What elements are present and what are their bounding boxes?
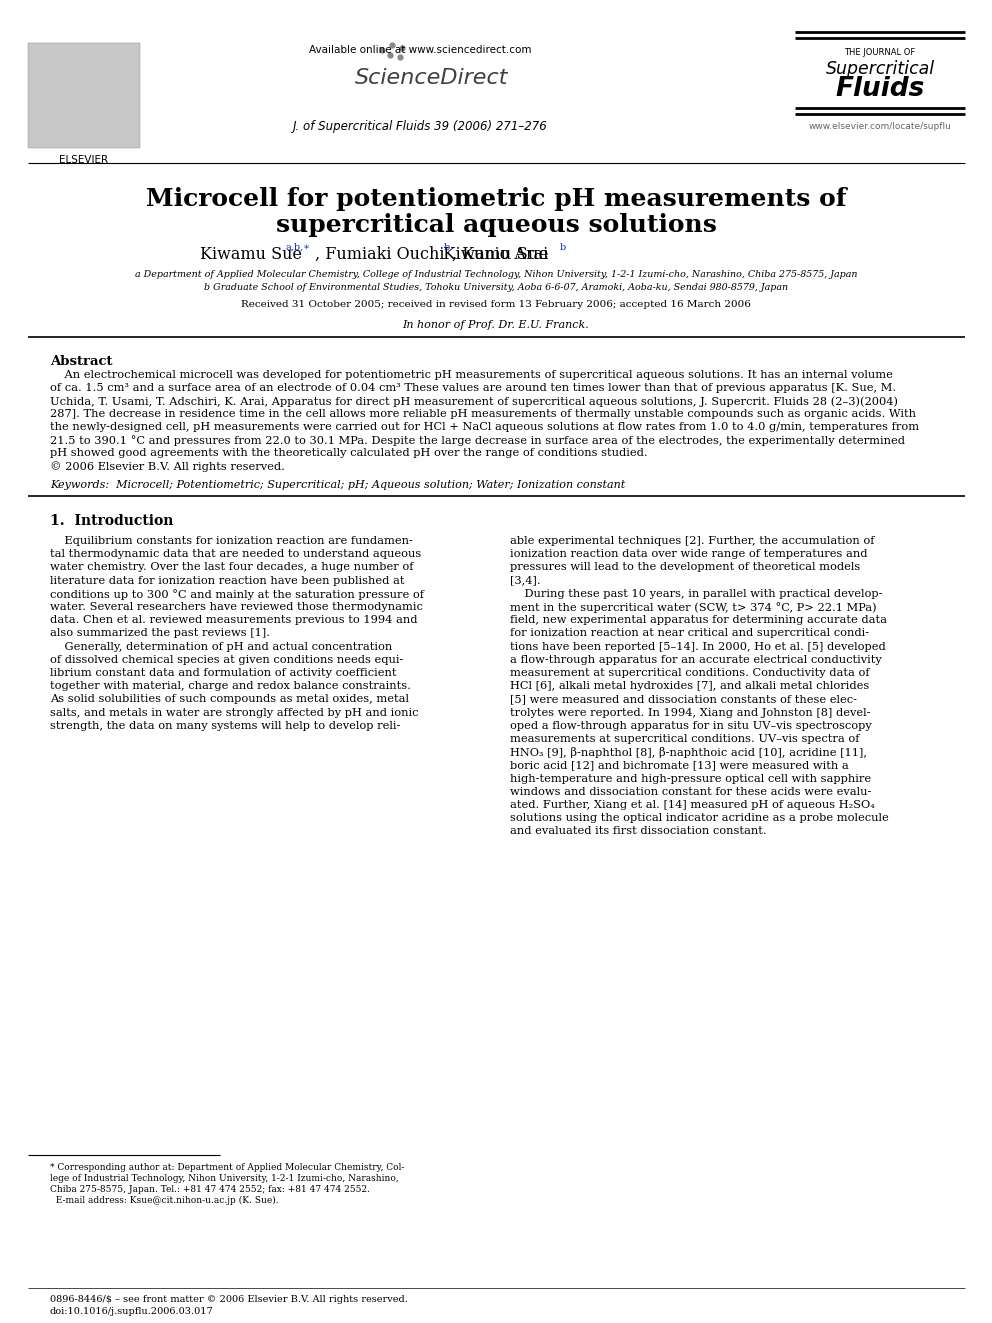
Text: Uchida, T. Usami, T. Adschiri, K. Arai, Apparatus for direct pH measurement of s: Uchida, T. Usami, T. Adschiri, K. Arai, …	[50, 396, 898, 406]
Text: THE JOURNAL OF: THE JOURNAL OF	[844, 48, 916, 57]
Text: Generally, determination of pH and actual concentration: Generally, determination of pH and actua…	[50, 642, 392, 652]
Text: for ionization reaction at near critical and supercritical condi-: for ionization reaction at near critical…	[510, 628, 869, 639]
Text: lege of Industrial Technology, Nihon University, 1-2-1 Izumi-cho, Narashino,: lege of Industrial Technology, Nihon Uni…	[50, 1174, 399, 1183]
Text: strength, the data on many systems will help to develop reli-: strength, the data on many systems will …	[50, 721, 401, 730]
Text: [5] were measured and dissociation constants of these elec-: [5] were measured and dissociation const…	[510, 695, 857, 704]
Text: Microcell for potentiometric pH measurements of: Microcell for potentiometric pH measurem…	[146, 187, 846, 210]
Text: of ca. 1.5 cm³ and a surface area of an electrode of 0.04 cm³ These values are a: of ca. 1.5 cm³ and a surface area of an …	[50, 382, 896, 393]
Text: b: b	[444, 243, 450, 251]
Text: Abstract: Abstract	[50, 355, 112, 368]
Text: , Fumiaki Ouchi: , Fumiaki Ouchi	[315, 246, 444, 263]
Text: HNO₃ [9], β-naphthol [8], β-naphthoic acid [10], acridine [11],: HNO₃ [9], β-naphthol [8], β-naphthoic ac…	[510, 747, 867, 758]
Text: 0896-8446/$ – see front matter © 2006 Elsevier B.V. All rights reserved.: 0896-8446/$ – see front matter © 2006 El…	[50, 1295, 408, 1304]
Text: b: b	[560, 243, 566, 251]
Text: measurement at supercritical conditions. Conductivity data of: measurement at supercritical conditions.…	[510, 668, 870, 677]
Text: water. Several researchers have reviewed those thermodynamic: water. Several researchers have reviewed…	[50, 602, 423, 613]
Text: tal thermodynamic data that are needed to understand aqueous: tal thermodynamic data that are needed t…	[50, 549, 422, 560]
Text: ment in the supercritical water (SCW, t> 374 °C, P> 22.1 MPa): ment in the supercritical water (SCW, t>…	[510, 602, 877, 613]
Text: HCl [6], alkali metal hydroxides [7], and alkali metal chlorides: HCl [6], alkali metal hydroxides [7], an…	[510, 681, 869, 691]
Text: oped a flow-through apparatus for in situ UV–vis spectroscopy: oped a flow-through apparatus for in sit…	[510, 721, 872, 730]
Text: doi:10.1016/j.supflu.2006.03.017: doi:10.1016/j.supflu.2006.03.017	[50, 1307, 213, 1316]
Text: Kiwamu Sue: Kiwamu Sue	[200, 246, 302, 263]
Text: conditions up to 300 °C and mainly at the saturation pressure of: conditions up to 300 °C and mainly at th…	[50, 589, 424, 599]
Text: also summarized the past reviews [1].: also summarized the past reviews [1].	[50, 628, 270, 639]
Text: supercritical aqueous solutions: supercritical aqueous solutions	[276, 213, 716, 237]
Text: b Graduate School of Environmental Studies, Tohoku University, Aoba 6-6-07, Aram: b Graduate School of Environmental Studi…	[204, 283, 788, 292]
Text: ELSEVIER: ELSEVIER	[60, 155, 108, 165]
Text: Kiwamu Sue: Kiwamu Sue	[443, 246, 549, 263]
Text: , Kunio Arai: , Kunio Arai	[452, 246, 549, 263]
Text: Chiba 275-8575, Japan. Tel.: +81 47 474 2552; fax: +81 47 474 2552.: Chiba 275-8575, Japan. Tel.: +81 47 474 …	[50, 1185, 370, 1193]
Text: pressures will lead to the development of theoretical models: pressures will lead to the development o…	[510, 562, 860, 573]
Text: together with material, charge and redox balance constraints.: together with material, charge and redox…	[50, 681, 411, 691]
Text: windows and dissociation constant for these acids were evalu-: windows and dissociation constant for th…	[510, 787, 871, 796]
Text: solutions using the optical indicator acridine as a probe molecule: solutions using the optical indicator ac…	[510, 814, 889, 823]
Text: As solid solubilities of such compounds as metal oxides, metal: As solid solubilities of such compounds …	[50, 695, 409, 704]
Text: Equilibrium constants for ionization reaction are fundamen-: Equilibrium constants for ionization rea…	[50, 536, 413, 546]
Text: able experimental techniques [2]. Further, the accumulation of: able experimental techniques [2]. Furthe…	[510, 536, 875, 546]
Text: data. Chen et al. reviewed measurements previous to 1994 and: data. Chen et al. reviewed measurements …	[50, 615, 418, 626]
Text: librium constant data and formulation of activity coefficient: librium constant data and formulation of…	[50, 668, 397, 677]
Text: boric acid [12] and bichromate [13] were measured with a: boric acid [12] and bichromate [13] were…	[510, 761, 849, 770]
Text: 287]. The decrease in residence time in the cell allows more reliable pH measure: 287]. The decrease in residence time in …	[50, 409, 916, 419]
Text: a flow-through apparatus for an accurate electrical conductivity: a flow-through apparatus for an accurate…	[510, 655, 882, 664]
Text: © 2006 Elsevier B.V. All rights reserved.: © 2006 Elsevier B.V. All rights reserved…	[50, 460, 285, 472]
Text: [3,4].: [3,4].	[510, 576, 541, 586]
Text: Fluids: Fluids	[835, 75, 925, 102]
Text: of dissolved chemical species at given conditions needs equi-: of dissolved chemical species at given c…	[50, 655, 404, 664]
Text: Received 31 October 2005; received in revised form 13 February 2006; accepted 16: Received 31 October 2005; received in re…	[241, 300, 751, 310]
Text: In honor of Prof. Dr. E.U. Franck.: In honor of Prof. Dr. E.U. Franck.	[403, 320, 589, 329]
Text: water chemistry. Over the last four decades, a huge number of: water chemistry. Over the last four deca…	[50, 562, 414, 573]
Text: An electrochemical microcell was developed for potentiometric pH measurements of: An electrochemical microcell was develop…	[50, 370, 893, 380]
Text: During these past 10 years, in parallel with practical develop-: During these past 10 years, in parallel …	[510, 589, 883, 599]
Text: ated. Further, Xiang et al. [14] measured pH of aqueous H₂SO₄: ated. Further, Xiang et al. [14] measure…	[510, 800, 875, 810]
Text: the newly-designed cell, pH measurements were carried out for HCl + NaCl aqueous: the newly-designed cell, pH measurements…	[50, 422, 920, 433]
Text: tions have been reported [5–14]. In 2000, Ho et al. [5] developed: tions have been reported [5–14]. In 2000…	[510, 642, 886, 652]
Text: J. of Supercritical Fluids 39 (2006) 271–276: J. of Supercritical Fluids 39 (2006) 271…	[293, 120, 548, 134]
Text: www.elsevier.com/locate/supflu: www.elsevier.com/locate/supflu	[808, 122, 951, 131]
Text: high-temperature and high-pressure optical cell with sapphire: high-temperature and high-pressure optic…	[510, 774, 871, 783]
Text: 21.5 to 390.1 °C and pressures from 22.0 to 30.1 MPa. Despite the large decrease: 21.5 to 390.1 °C and pressures from 22.0…	[50, 435, 905, 446]
Text: literature data for ionization reaction have been published at: literature data for ionization reaction …	[50, 576, 405, 586]
Text: ScienceDirect: ScienceDirect	[355, 67, 509, 89]
Text: a Department of Applied Molecular Chemistry, College of Industrial Technology, N: a Department of Applied Molecular Chemis…	[135, 270, 857, 279]
Text: salts, and metals in water are strongly affected by pH and ionic: salts, and metals in water are strongly …	[50, 708, 419, 717]
Text: pH showed good agreements with the theoretically calculated pH over the range of: pH showed good agreements with the theor…	[50, 448, 648, 458]
Text: * Corresponding author at: Department of Applied Molecular Chemistry, Col-: * Corresponding author at: Department of…	[50, 1163, 405, 1172]
Text: 1.  Introduction: 1. Introduction	[50, 515, 174, 528]
Text: trolytes were reported. In 1994, Xiang and Johnston [8] devel-: trolytes were reported. In 1994, Xiang a…	[510, 708, 871, 717]
Text: E-mail address: Ksue@cit.nihon-u.ac.jp (K. Sue).: E-mail address: Ksue@cit.nihon-u.ac.jp (…	[50, 1196, 279, 1205]
Text: field, new experimental apparatus for determining accurate data: field, new experimental apparatus for de…	[510, 615, 887, 626]
Text: ionization reaction data over wide range of temperatures and: ionization reaction data over wide range…	[510, 549, 867, 560]
Text: and evaluated its first dissociation constant.: and evaluated its first dissociation con…	[510, 827, 767, 836]
Text: Available online at www.sciencedirect.com: Available online at www.sciencedirect.co…	[309, 45, 532, 56]
Text: Keywords:  Microcell; Potentiometric; Supercritical; pH; Aqueous solution; Water: Keywords: Microcell; Potentiometric; Sup…	[50, 480, 625, 490]
Text: Supercritical: Supercritical	[825, 60, 934, 78]
Text: measurements at supercritical conditions. UV–vis spectra of: measurements at supercritical conditions…	[510, 734, 859, 744]
Bar	[28, 44, 140, 148]
Text: a,b,∗: a,b,∗	[286, 243, 310, 251]
